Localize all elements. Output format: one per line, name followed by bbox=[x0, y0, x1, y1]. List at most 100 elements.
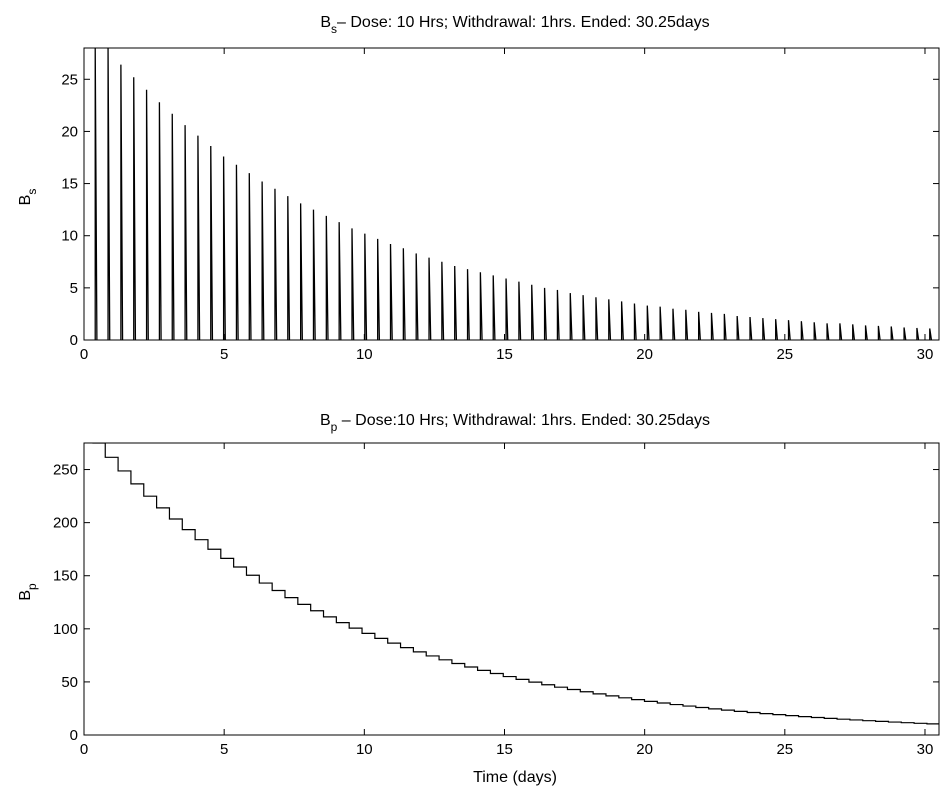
chart-bs-spike bbox=[595, 297, 599, 340]
chart-bs-xtick-label: 25 bbox=[776, 346, 793, 363]
chart-bs-spike bbox=[852, 324, 856, 340]
chart-bp-xtick-label: 25 bbox=[776, 741, 793, 758]
chart-bp-series-line bbox=[92, 443, 939, 725]
chart-bs-spike bbox=[133, 77, 137, 340]
chart-bp-xtick-label: 5 bbox=[220, 741, 228, 758]
chart-bs-spike bbox=[94, 48, 98, 340]
chart-bs-xtick-label: 20 bbox=[636, 346, 653, 363]
chart-bs-spike bbox=[685, 309, 689, 340]
chart-bs-spike bbox=[466, 269, 470, 340]
chart-bs-spike bbox=[428, 257, 432, 340]
chart-bp-ylabel: Bp bbox=[17, 583, 39, 601]
chart-bs-spike bbox=[877, 325, 881, 340]
chart-bs-spike bbox=[916, 327, 920, 340]
chart-bs-spike bbox=[107, 48, 111, 340]
chart-bs-spike bbox=[364, 233, 368, 340]
chart-bs-spike bbox=[723, 313, 727, 340]
chart-bs-title: Bs– Dose: 10 Hrs; Withdrawal: 1hrs. Ende… bbox=[320, 14, 709, 36]
chart-bs-spike bbox=[402, 248, 406, 340]
chart-bs-spike bbox=[646, 305, 650, 340]
chart-bs-xtick-label: 30 bbox=[917, 346, 934, 363]
chart-bp-xtick-label: 10 bbox=[356, 741, 373, 758]
chart-bs-spike bbox=[158, 102, 162, 340]
chart-bs-spike bbox=[800, 321, 804, 340]
chart-bp-ytick-label: 250 bbox=[53, 462, 78, 479]
chart-bp-xtick-label: 30 bbox=[917, 741, 934, 758]
chart-bs-spike bbox=[261, 181, 265, 340]
chart-bs-spike bbox=[518, 281, 522, 340]
chart-bs-title-rest: – Dose: 10 Hrs; Withdrawal: 1hrs. Ended:… bbox=[337, 14, 710, 31]
chart-bp-ytick-label: 0 bbox=[70, 727, 78, 744]
chart-bp-title: Bp – Dose:10 Hrs; Withdrawal: 1hrs. Ende… bbox=[320, 412, 710, 434]
chart-bs-spike bbox=[633, 303, 637, 340]
chart-bs-spike bbox=[338, 222, 342, 340]
chart-bs-spike bbox=[813, 322, 817, 340]
chart-bs-spike bbox=[531, 284, 535, 340]
chart-bp-ytick-label: 200 bbox=[53, 515, 78, 532]
chart-bs-spike bbox=[762, 318, 766, 340]
chart-bp-xtick-label: 0 bbox=[80, 741, 88, 758]
chart-bs-spike bbox=[582, 295, 586, 340]
chart-bs-spike bbox=[903, 327, 907, 340]
chart-bs-ylabel-sub: s bbox=[25, 189, 39, 195]
chart-bs-spike bbox=[839, 323, 843, 340]
chart-bp-ytick-label: 150 bbox=[53, 568, 78, 585]
chart-bs-spike bbox=[351, 228, 355, 340]
chart-bs-ylabel-main: B bbox=[17, 195, 34, 206]
chart-bs-ytick-label: 20 bbox=[61, 123, 78, 140]
chart-bs-spike bbox=[787, 320, 791, 340]
chart-bs-spike bbox=[659, 306, 663, 340]
chart-bp-xtick-label: 20 bbox=[636, 741, 653, 758]
chart-bs-spike bbox=[826, 323, 830, 340]
chart-bs-title-sub: s bbox=[331, 22, 337, 36]
chart-bs-spike bbox=[171, 113, 175, 340]
chart-bs-spike bbox=[710, 312, 714, 340]
chart-bp-axes-frame bbox=[83, 442, 940, 736]
chart-bs-plot-area: 0 5 10 15 20 25 30 0 5 10 15 20 25 bbox=[61, 47, 940, 363]
chart-bp-ytick-label: 100 bbox=[53, 621, 78, 638]
chart-bp-title-main: B bbox=[320, 412, 331, 429]
chart-bs-spike bbox=[197, 135, 201, 340]
chart-bp-plot-area: 0 5 10 15 20 25 30 0 50 100 150 200 250 bbox=[53, 442, 940, 758]
chart-bs-spike bbox=[479, 272, 483, 340]
chart-bs-spike bbox=[736, 315, 740, 340]
chart-bs-spike bbox=[505, 278, 509, 340]
chart-bs-ylabel: Bs bbox=[17, 189, 39, 206]
chart-bs-spike bbox=[543, 287, 547, 340]
chart-bs-spike bbox=[454, 265, 458, 340]
chart-bs-ytick-label: 25 bbox=[61, 71, 78, 88]
chart-bp: Bp – Dose:10 Hrs; Withdrawal: 1hrs. Ende… bbox=[17, 412, 940, 786]
chart-bs-spike bbox=[775, 319, 779, 340]
chart-bs-spike bbox=[620, 301, 624, 340]
chart-bp-title-rest: – Dose:10 Hrs; Withdrawal: 1hrs. Ended: … bbox=[337, 412, 710, 429]
chart-bp-xlabel: Time (days) bbox=[473, 769, 557, 786]
chart-bs-spike bbox=[222, 156, 226, 340]
chart-bs-spike bbox=[749, 317, 753, 340]
chart-bs-spike bbox=[325, 215, 329, 340]
chart-bs-xtick-label: 5 bbox=[220, 346, 228, 363]
chart-bs-spike bbox=[415, 253, 419, 340]
chart-bs-spike bbox=[145, 89, 149, 340]
chart-bs-spike bbox=[210, 146, 214, 340]
chart-bs-spike bbox=[608, 299, 612, 340]
chart-bs-spike bbox=[929, 328, 933, 340]
chart-bs: Bs– Dose: 10 Hrs; Withdrawal: 1hrs. Ende… bbox=[17, 14, 940, 363]
chart-bs-xtick-label: 0 bbox=[80, 346, 88, 363]
chart-bs-spike bbox=[120, 64, 124, 340]
chart-bs-spike bbox=[556, 289, 560, 340]
chart-bs-spike bbox=[248, 173, 252, 340]
chart-bs-spike bbox=[235, 164, 239, 340]
chart-bp-ylabel-main: B bbox=[17, 590, 34, 601]
chart-bs-ytick-label: 15 bbox=[61, 176, 78, 193]
chart-bs-spike bbox=[274, 188, 278, 340]
chart-bs-xtick-label: 15 bbox=[496, 346, 513, 363]
chart-bs-spike bbox=[287, 196, 291, 340]
chart-bs-spike bbox=[184, 125, 188, 340]
chart-bs-spike bbox=[864, 325, 868, 340]
chart-bs-spike bbox=[299, 203, 303, 340]
chart-bs-spike bbox=[312, 209, 316, 340]
chart-bs-axes-frame bbox=[83, 47, 940, 341]
chart-bp-ytick-label: 50 bbox=[61, 674, 78, 691]
chart-bs-spike bbox=[569, 293, 573, 340]
